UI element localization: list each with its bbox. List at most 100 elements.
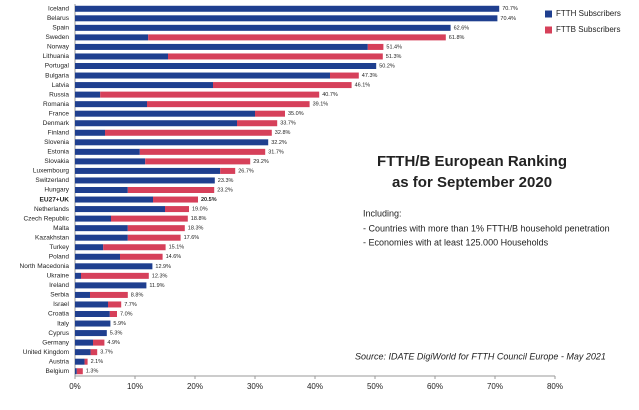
y-tick-label: EU27+UK bbox=[40, 196, 70, 203]
bar-segment bbox=[220, 167, 236, 174]
bar-segment bbox=[75, 320, 111, 327]
y-tick-label: Turkey bbox=[49, 244, 69, 251]
total-label: 18.8% bbox=[191, 216, 207, 222]
bar-segment bbox=[103, 244, 166, 251]
x-tick-label: 80% bbox=[547, 382, 563, 391]
y-tick-label: Czech Republic bbox=[23, 215, 69, 222]
bar-segment bbox=[75, 187, 128, 193]
x-tick-label: 20% bbox=[187, 382, 203, 391]
bar-segment bbox=[75, 129, 105, 136]
bar-segment bbox=[75, 63, 377, 69]
bar-segment bbox=[75, 234, 128, 241]
total-label: 50.2% bbox=[379, 63, 395, 69]
y-tick-label: Israel bbox=[53, 301, 69, 308]
bar-segment bbox=[75, 158, 146, 165]
x-tick-label: 40% bbox=[307, 382, 323, 391]
total-label: 12.9% bbox=[155, 264, 171, 270]
y-tick-label: Poland bbox=[49, 253, 70, 260]
x-tick-label: 70% bbox=[487, 382, 503, 391]
notes-heading: Including: bbox=[363, 208, 402, 218]
y-tick-label: Switzerland bbox=[35, 177, 69, 184]
bar-segment bbox=[75, 206, 165, 213]
y-tick-label: Belgium bbox=[46, 368, 69, 375]
total-label: 11.9% bbox=[149, 283, 164, 289]
bar-segment bbox=[75, 349, 91, 356]
bar-segment bbox=[75, 110, 255, 117]
total-label: 33.7% bbox=[280, 121, 296, 127]
bar-segment bbox=[93, 339, 105, 346]
bar-segment bbox=[75, 358, 85, 365]
bar-segment bbox=[90, 349, 98, 356]
bar-segment bbox=[75, 24, 451, 31]
y-tick-label: Kazakhstan bbox=[35, 234, 69, 241]
bar-segment bbox=[90, 291, 128, 298]
bar-segment bbox=[105, 129, 272, 136]
bar-segment bbox=[75, 120, 237, 127]
legend-swatch bbox=[545, 10, 552, 18]
total-label: 47.3% bbox=[362, 73, 378, 79]
bar-segment bbox=[75, 272, 81, 279]
bar-segment bbox=[84, 358, 88, 365]
bar-segment bbox=[75, 53, 168, 60]
y-tick-label: Netherlands bbox=[34, 206, 70, 213]
total-label: 15.1% bbox=[169, 245, 185, 251]
bar-segment bbox=[153, 196, 198, 203]
y-tick-label: Malta bbox=[53, 225, 69, 232]
note: - Economies with at least 125.000 Househ… bbox=[363, 237, 549, 247]
total-label: 5.3% bbox=[110, 331, 123, 337]
legend-label: FTTB Subscribers bbox=[556, 25, 620, 34]
total-label: 51.3% bbox=[386, 54, 402, 60]
bar-segment bbox=[75, 301, 108, 308]
total-label: 40.7% bbox=[322, 92, 338, 98]
bar-segment bbox=[75, 91, 101, 98]
y-tick-label: Portugal bbox=[45, 63, 70, 70]
bar-segment bbox=[237, 120, 278, 127]
bar-segment bbox=[75, 330, 107, 337]
bar-segment bbox=[75, 215, 111, 222]
y-tick-label: Latvia bbox=[52, 82, 70, 89]
bar-segment bbox=[75, 148, 140, 155]
y-tick-label: North Macedonia bbox=[20, 263, 70, 270]
total-label: 20.5% bbox=[201, 197, 217, 203]
bar-segment bbox=[75, 167, 221, 174]
bar-segment bbox=[75, 311, 110, 317]
total-label: 19.0% bbox=[192, 207, 208, 213]
y-tick-label: Sweden bbox=[46, 34, 70, 41]
total-label: 61.8% bbox=[449, 35, 465, 41]
bar-segment bbox=[75, 177, 215, 184]
x-tick-label: 30% bbox=[247, 382, 263, 391]
total-label: 12.3% bbox=[152, 273, 168, 279]
bar-segment bbox=[139, 148, 266, 155]
bar-segment bbox=[75, 5, 500, 12]
bar-segment bbox=[75, 34, 149, 41]
total-label: 7.0% bbox=[120, 311, 133, 317]
bar-segment bbox=[127, 225, 185, 232]
bar-segment bbox=[367, 43, 384, 50]
y-tick-label: Finland bbox=[48, 129, 70, 136]
total-label: 8.8% bbox=[131, 292, 144, 298]
total-label: 23.3% bbox=[218, 178, 234, 184]
total-label: 2.1% bbox=[91, 359, 104, 365]
bar-segment bbox=[165, 206, 189, 213]
y-tick-label: Luxembourg bbox=[33, 168, 70, 175]
total-label: 70.7% bbox=[502, 6, 518, 12]
y-tick-label: Denmark bbox=[43, 120, 70, 127]
y-tick-label: Norway bbox=[47, 44, 70, 51]
y-tick-label: Estonia bbox=[47, 149, 69, 156]
y-tick-label: France bbox=[49, 110, 70, 117]
y-tick-label: Ukraine bbox=[47, 273, 70, 280]
bar-segment bbox=[100, 91, 320, 98]
bar-segment bbox=[145, 158, 251, 165]
total-label: 1.3% bbox=[86, 369, 99, 375]
bar-segment bbox=[330, 72, 359, 79]
bar-segment bbox=[76, 368, 83, 375]
total-label: 3.7% bbox=[100, 350, 113, 356]
source: Source: IDATE DigiWorld for FTTH Council… bbox=[355, 351, 606, 361]
chart-title: as for September 2020 bbox=[392, 174, 552, 191]
y-tick-label: Bulgaria bbox=[45, 72, 69, 79]
y-tick-label: Slovenia bbox=[44, 139, 69, 146]
total-label: 29.2% bbox=[253, 159, 269, 165]
bar-segment bbox=[75, 368, 77, 375]
y-tick-label: Slovakia bbox=[44, 158, 69, 165]
total-label: 31.7% bbox=[268, 149, 284, 155]
